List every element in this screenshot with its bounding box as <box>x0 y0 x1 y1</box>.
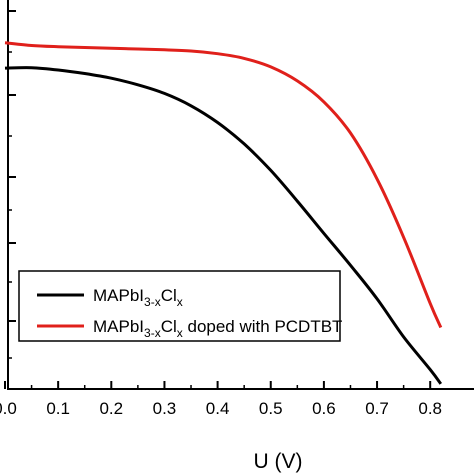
series-1-line <box>4 66 443 385</box>
x-tick-label: 0.5 <box>259 399 283 418</box>
legend-box <box>18 270 341 342</box>
x-tick-label: 0.4 <box>206 399 230 418</box>
y-axis-ticks <box>8 10 16 359</box>
x-tick-label: 0.0 <box>0 399 17 418</box>
x-tick-label: 0.2 <box>99 399 123 418</box>
legend-label-2: MAPbI3-xClx doped with PCDTBT <box>93 317 342 340</box>
x-tick-label: 0.1 <box>46 399 70 418</box>
x-tick-label: 0.8 <box>418 399 442 418</box>
x-tick-label: 0.6 <box>312 399 336 418</box>
series-layer <box>4 41 443 385</box>
x-axis-ticks: 0.0 0.1 0.2 0.3 0.4 0.5 0.6 0.7 0.8 <box>0 381 442 418</box>
series-2-line <box>4 41 443 329</box>
x-tick-label: 0.3 <box>153 399 177 418</box>
x-axis-title: U (V) <box>254 450 303 473</box>
legend: MAPbI3-xClx MAPbI3-xClx doped with PCDTBT <box>18 270 342 342</box>
legend-label-1: MAPbI3-xClx <box>93 286 183 309</box>
x-tick-label: 0.7 <box>365 399 389 418</box>
